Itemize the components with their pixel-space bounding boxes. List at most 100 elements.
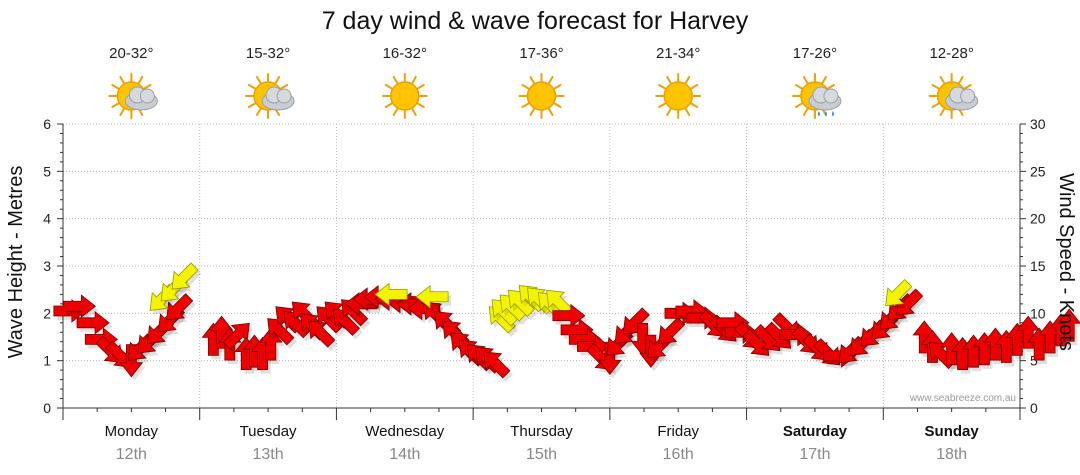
y-left-tick-label: 1 — [43, 353, 51, 369]
partly-cloudy-icon — [928, 73, 979, 119]
sun-ray — [821, 75, 827, 85]
cloud-puff — [139, 88, 155, 104]
y-left-tick-label: 4 — [43, 211, 51, 227]
wind-arrow — [119, 344, 144, 378]
sun-ray — [256, 75, 262, 85]
sun-ray — [931, 102, 940, 108]
sun-ray — [384, 102, 393, 108]
y-right-tick-label: 20 — [1030, 211, 1046, 227]
day-name-label: Saturday — [783, 423, 848, 440]
temperature-range-label: 17-36° — [519, 45, 563, 62]
sun-ray — [548, 107, 554, 117]
sun-ray — [416, 84, 425, 90]
sun-ray — [111, 102, 120, 108]
watermark: www.seabreeze.com.au — [909, 393, 1016, 404]
wind-arrow — [374, 282, 408, 307]
sun-ray — [939, 107, 946, 117]
y-right-tick-label: 25 — [1030, 163, 1046, 179]
sun-ray — [392, 75, 399, 85]
sun-ray — [794, 84, 803, 90]
day-date-label: 17th — [799, 446, 830, 463]
partly-cloudy-icon — [108, 73, 158, 119]
sun-ray — [826, 84, 835, 90]
wind-arrow — [332, 308, 361, 336]
y-axis-right-title: Wind Speed - Knots — [1055, 173, 1077, 351]
sun-ray — [384, 84, 393, 90]
wind-arrow — [63, 294, 97, 319]
cloud-puff — [276, 88, 292, 104]
day-name-label: Wednesday — [365, 423, 444, 440]
sun-ray — [119, 75, 125, 85]
wind-arrow — [76, 310, 110, 335]
wind-arrow — [552, 303, 586, 328]
sun-ray — [553, 102, 562, 108]
sun-ray — [529, 75, 535, 85]
weather-icons — [108, 73, 979, 119]
sun-ray — [802, 75, 809, 85]
day-name-label: Tuesday — [240, 423, 297, 440]
sun-disc — [526, 81, 557, 111]
chart-title: 7 day wind & wave forecast for Harvey — [322, 7, 749, 35]
sun-ray — [119, 107, 125, 117]
day-name-label: Friday — [657, 423, 699, 440]
day-date-label: 12th — [116, 446, 147, 463]
sun-ray — [548, 75, 554, 85]
temperature-range-label: 12-28° — [929, 45, 973, 62]
cloud-puff — [823, 88, 839, 104]
sun-ray — [280, 84, 289, 90]
sun-disc — [663, 81, 693, 111]
y-right-tick-label: 15 — [1030, 258, 1046, 274]
sun-ray — [256, 107, 262, 117]
sun-ray — [411, 75, 417, 85]
wind-arrow — [166, 293, 194, 321]
y-left-tick-label: 3 — [43, 258, 51, 274]
sun-ray — [416, 102, 425, 108]
sun-ray — [521, 84, 530, 90]
sun-disc — [390, 81, 420, 111]
wind-arrow — [222, 322, 250, 351]
sunny-icon — [381, 73, 428, 119]
wind-arrow — [658, 316, 686, 345]
wind-arrow — [308, 320, 336, 348]
sun-ray — [137, 75, 144, 85]
day-name-label: Monday — [105, 423, 159, 440]
sun-ray — [963, 84, 972, 90]
sun-ray — [802, 107, 809, 117]
y-left-tick-label: 5 — [43, 163, 51, 179]
sun-ray — [248, 102, 257, 108]
day-name-label: Sunday — [925, 423, 980, 440]
wind-arrow — [939, 332, 964, 366]
sun-ray — [684, 75, 691, 85]
sun-ray — [411, 107, 417, 117]
y-left-tick-label: 6 — [43, 116, 51, 132]
day-labels: Monday 12th Tuesday 13th Wednesday 14th Thursd… — [105, 423, 980, 463]
sun-ray — [666, 107, 672, 117]
temperature-range-label: 16-32° — [383, 45, 427, 62]
day-name-label: Thursday — [510, 423, 573, 440]
sun-ray — [143, 84, 152, 90]
wind-arrow — [267, 318, 295, 346]
sun-ray — [684, 107, 691, 117]
sun-ray — [931, 84, 940, 90]
sun-ray — [666, 75, 672, 85]
sun-ray — [794, 102, 803, 108]
day-date-label: 14th — [389, 446, 420, 463]
temperature-range-label: 21-34° — [656, 45, 700, 62]
day-date-label: 13th — [253, 446, 284, 463]
cloud-puff — [960, 88, 976, 104]
y-left-tick-label: 0 — [43, 400, 51, 416]
wind-arrow — [483, 351, 511, 379]
wind-arrow — [171, 262, 199, 290]
sun-ray — [521, 102, 530, 108]
wind-arrow — [1016, 315, 1041, 349]
wind-arrow — [885, 278, 913, 307]
wind-arrow — [258, 327, 283, 361]
y-right-tick-label: 0 — [1030, 400, 1038, 416]
y-right-tick-label: 5 — [1030, 353, 1038, 369]
wind-arrows — [53, 262, 1080, 382]
wind-arrow — [415, 284, 449, 309]
wind-arrow — [598, 341, 622, 375]
y-right-tick-label: 10 — [1030, 305, 1046, 321]
sun-ray — [658, 102, 667, 108]
